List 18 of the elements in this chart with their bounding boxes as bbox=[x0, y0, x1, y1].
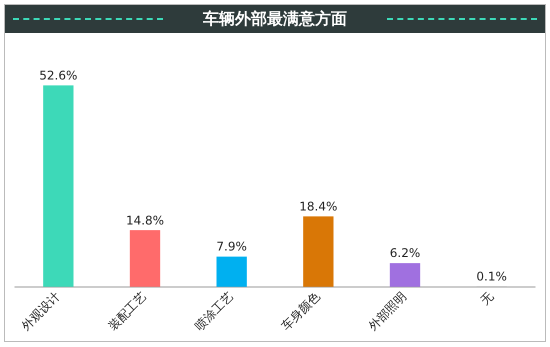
data-label: 14.8% bbox=[126, 213, 164, 228]
bar bbox=[390, 263, 420, 287]
x-tick-label: 车身颜色 bbox=[278, 289, 323, 334]
x-tick-label: 外部照明 bbox=[365, 289, 410, 334]
chart-title: 车辆外部最满意方面 bbox=[203, 8, 347, 30]
bar bbox=[216, 256, 247, 287]
bar bbox=[43, 85, 74, 287]
x-tick-label: 无 bbox=[478, 289, 496, 308]
bar bbox=[303, 216, 334, 287]
bar bbox=[130, 230, 160, 287]
x-tick-label: 装配工艺 bbox=[105, 289, 150, 334]
data-label: 0.1% bbox=[476, 270, 507, 284]
x-tick-label: 外观设计 bbox=[18, 289, 63, 334]
data-label: 7.9% bbox=[216, 240, 247, 254]
x-tick-label: 喷涂工艺 bbox=[192, 289, 236, 334]
data-label: 52.6% bbox=[39, 68, 78, 82]
data-label: 6.2% bbox=[390, 246, 420, 260]
data-label: 18.4% bbox=[299, 200, 338, 214]
